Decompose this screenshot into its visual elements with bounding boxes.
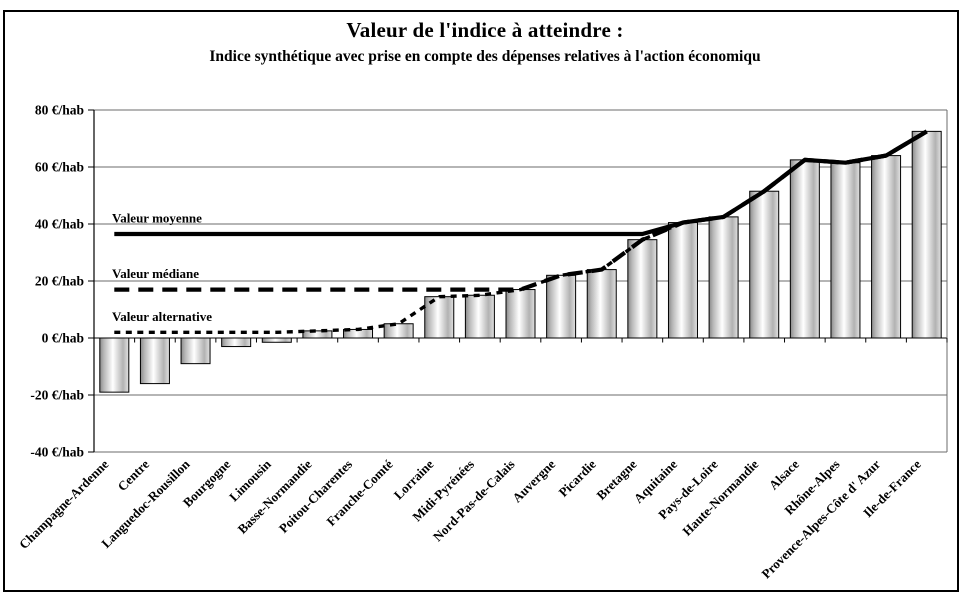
y-tick-label: -40 €/hab	[30, 445, 84, 460]
y-tick-label: 20 €/hab	[35, 274, 84, 289]
y-tick-label: 0 €/hab	[42, 331, 84, 346]
y-tick-label: 60 €/hab	[35, 160, 84, 175]
chart-subtitle: Indice synthétique avec prise en compte …	[209, 48, 761, 65]
reference-line-label: Valeur alternative	[112, 309, 212, 324]
bar	[830, 162, 861, 339]
category-label: Alsace	[766, 456, 802, 492]
bar	[221, 337, 252, 348]
category-label: Haute-Normandie	[679, 456, 761, 538]
bar	[627, 239, 658, 339]
y-tick-label: -20 €/hab	[30, 388, 84, 403]
bar	[464, 294, 495, 339]
bar	[546, 274, 577, 339]
bar	[302, 330, 333, 339]
bars	[99, 130, 942, 393]
reference-line-label: Valeur moyenne	[112, 210, 202, 225]
reference-line-label: Valeur médiane	[112, 266, 199, 281]
reference-line-solid	[114, 129, 928, 237]
reference-lines	[93, 129, 948, 343]
bar	[505, 289, 536, 339]
bar	[99, 337, 130, 393]
category-label: Poitou-Charentes	[276, 457, 355, 536]
category-label: Auvergne	[509, 456, 558, 505]
category-label: Champagne-Ardenne	[16, 456, 112, 552]
bar	[708, 216, 739, 339]
bar	[139, 337, 170, 385]
bar	[749, 190, 780, 339]
category-label: Centre	[115, 456, 153, 494]
bar	[789, 159, 820, 339]
bar	[383, 323, 414, 339]
bar	[424, 296, 455, 339]
bar	[261, 337, 292, 343]
category-label: Picardie	[556, 456, 599, 499]
bar	[871, 155, 902, 339]
y-tick-label: 80 €/hab	[35, 103, 84, 118]
bar	[911, 130, 942, 339]
bar	[586, 269, 617, 339]
y-tick-label: 40 €/hab	[35, 217, 84, 232]
category-label: Basse-Normandie	[234, 456, 314, 536]
bar	[180, 337, 211, 365]
axes	[88, 109, 948, 453]
chart-title: Valeur de l'indice à atteindre :	[346, 18, 624, 42]
bar	[667, 222, 698, 339]
